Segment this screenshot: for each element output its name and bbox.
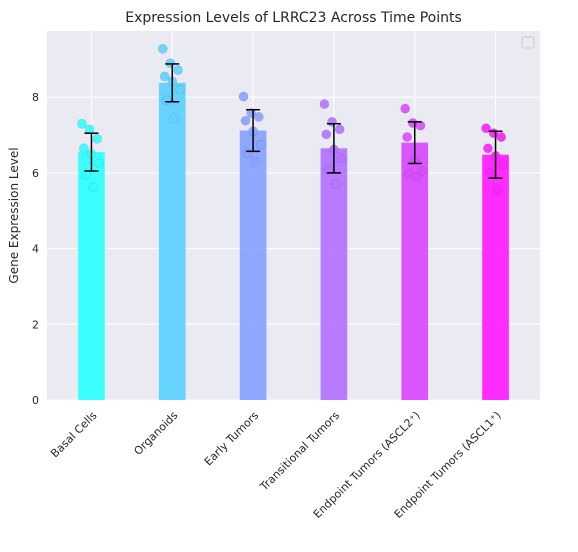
data-point: [159, 71, 170, 82]
data-point: [323, 164, 334, 175]
x-tick-label: Basal Cells: [48, 409, 100, 461]
data-point: [415, 120, 426, 131]
x-tick-label: Organoids: [131, 409, 180, 458]
data-point: [92, 133, 103, 144]
data-point: [255, 139, 266, 150]
plot-background: [47, 31, 540, 400]
data-point: [483, 143, 493, 154]
data-point: [400, 103, 411, 114]
bars-layer: [78, 82, 509, 400]
bar: [158, 82, 186, 400]
chart-title: Expression Levels of LRRC23 Across Time …: [125, 10, 462, 26]
data-point: [336, 153, 347, 164]
data-point: [330, 179, 341, 190]
data-point: [242, 148, 253, 159]
bar: [78, 152, 105, 400]
data-point: [334, 124, 345, 135]
x-tick-label: Transitional Tumors: [257, 409, 342, 494]
y-axis-ticks: 0 2 4 6 8: [32, 91, 39, 407]
data-point: [238, 91, 249, 102]
data-point: [411, 171, 422, 182]
data-point: [492, 185, 503, 195]
y-tick-label: 0: [32, 394, 39, 407]
x-tick-label: Early Tumors: [202, 409, 262, 469]
bar: [320, 148, 348, 400]
data-point: [174, 84, 185, 95]
data-point: [250, 156, 260, 167]
data-point: [157, 43, 168, 54]
data-point: [161, 95, 172, 106]
data-point: [165, 58, 176, 69]
data-point: [173, 65, 183, 75]
data-point: [481, 123, 491, 134]
data-point: [84, 124, 95, 135]
y-tick-label: 4: [32, 243, 39, 256]
data-point: [240, 115, 251, 126]
data-point: [498, 159, 509, 170]
data-point: [80, 169, 91, 180]
errors-layer: [84, 63, 503, 179]
data-point: [94, 158, 104, 169]
data-point: [496, 132, 507, 142]
data-point: [484, 168, 495, 178]
data-point: [88, 182, 99, 193]
x-axis-ticks: Basal Cells Organoids Early TumorsTransiti…: [48, 409, 503, 521]
y-tick-label: 2: [32, 318, 39, 331]
bar: [401, 142, 429, 400]
data-point: [402, 132, 413, 142]
data-point: [417, 166, 428, 176]
bar: [239, 130, 267, 400]
bar: [482, 154, 509, 400]
data-point: [253, 112, 264, 122]
points-layer: [77, 43, 509, 195]
y-axis-label: Gene Expression Level: [7, 147, 21, 283]
data-point: [77, 118, 87, 129]
y-tick-label: 8: [32, 91, 39, 104]
data-point: [319, 99, 330, 109]
data-point: [78, 143, 89, 154]
data-point: [327, 116, 337, 127]
data-point: [321, 129, 332, 140]
data-point: [169, 113, 180, 123]
y-tick-label: 6: [32, 167, 39, 180]
legend-box[interactable]: [521, 36, 535, 49]
